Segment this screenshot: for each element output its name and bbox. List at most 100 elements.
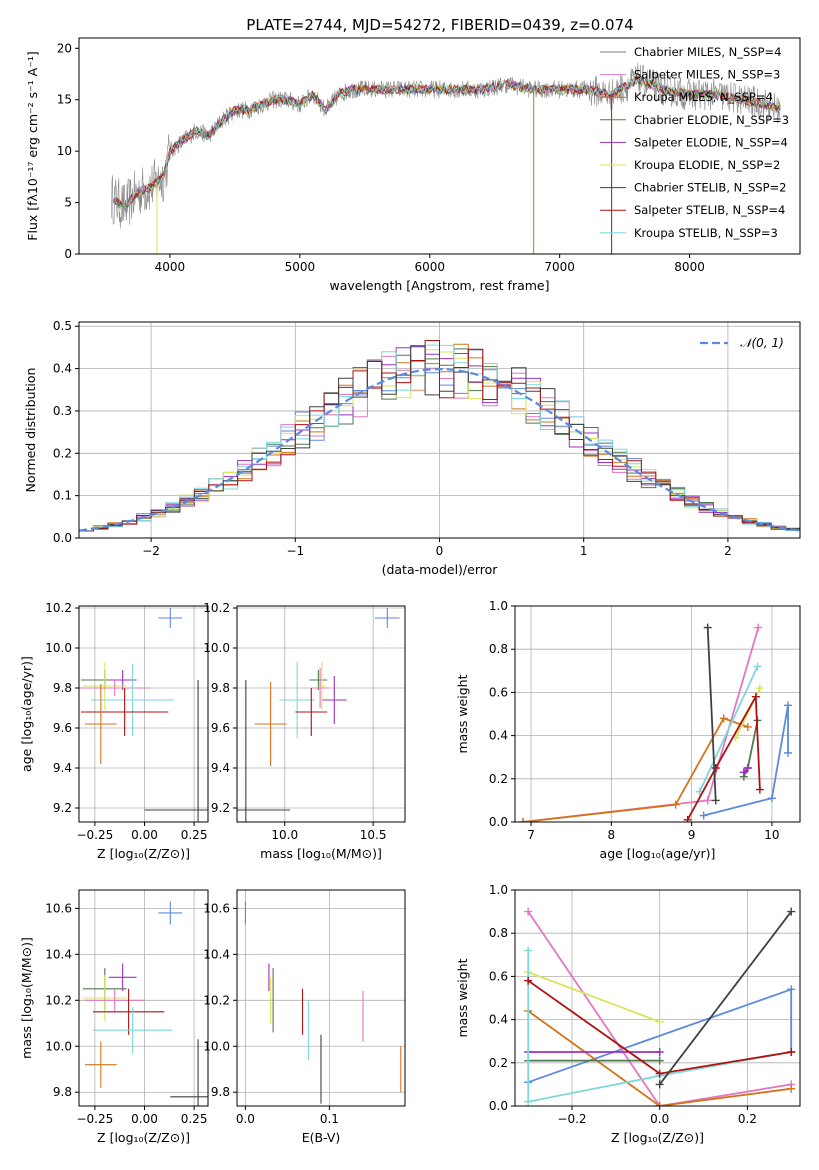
x-axis-label: (data-model)/error [382,562,499,577]
weight-marker [524,907,533,916]
weight-line [527,1010,792,1106]
y-tick-label: 10.6 [45,901,72,915]
weight-marker [655,1017,664,1026]
y-tick-label: 10.4 [203,947,230,961]
y-tick-label: 10.0 [203,1039,230,1053]
x-axis-label: Z [log₁₀(Z/Z⊙)] [97,1130,190,1145]
x-tick-label: −0.25 [76,828,113,842]
x-tick-label: 6000 [414,260,445,274]
y-tick-label: 9.6 [211,721,230,735]
x-tick-label: 0 [436,544,444,558]
x-tick-label: 0.00 [131,828,158,842]
plot-area [244,901,402,1104]
x-tick-label: 2 [724,544,732,558]
x-tick-label: 0.1 [320,1112,339,1126]
weight-marker [783,748,792,757]
panel-mass-weight-vs-age: 7 8 9 10 0.0 0.2 0.4 0.6 0.8 1.0 age [log₁₀(age/yr… [455,599,801,861]
weight-marker [754,623,763,632]
y-tick-label: 0 [64,247,72,261]
x-tick-label: 0.25 [181,1112,208,1126]
weight-marker [699,811,708,820]
legend-label: Chabrier MILES, N_SSP=4 [634,45,781,59]
legend-label: Salpeter STELIB, N_SSP=4 [634,203,785,217]
weight-marker [703,623,712,632]
weight-marker [755,785,764,794]
weight-marker [671,800,680,809]
y-tick-label: 0.6 [489,969,508,983]
y-tick-label: 0.4 [489,1013,508,1027]
y-tick-label: 10.2 [203,601,230,615]
x-tick-label: 5000 [285,260,316,274]
y-axis-label: Flux [fλ10⁻¹⁷ erg cm⁻² s⁻¹ A⁻¹] [25,51,40,240]
plot-area [79,340,800,532]
weight-line [706,627,717,801]
y-tick-label: 0.6 [489,685,508,699]
y-tick-label: 10.2 [45,993,72,1007]
legend-label: Chabrier STELIB, N_SSP=2 [634,181,786,195]
x-tick-label: 0.0 [236,1112,255,1126]
legend-label: Salpeter MILES, N_SSP=3 [634,68,780,82]
y-tick-label: 10 [57,144,72,158]
y-tick-label: 0.0 [53,531,72,545]
y-tick-label: 15 [57,93,72,107]
panel-mass-weight-vs-Z: −0.2 0.0 0.2 0.0 0.2 0.4 0.6 0.8 1.0 Z [log₁₀(Z/Z… [455,883,801,1145]
figure-title: PLATE=2744, MJD=54272, FIBERID=0439, z=0… [246,16,633,34]
weight-marker [683,815,692,822]
weight-line [527,971,661,1023]
axes-frame [78,37,801,255]
plot-area [82,901,208,1106]
panel-mass-vs-Z: −0.25 0.00 0.25 9.8 10.0 10.2 10.4 10.6 Z [log₁₀… [19,889,209,1145]
plot-area [79,608,208,822]
y-axis-label: age [log₁₀(age/yr)] [19,656,34,772]
axes-frame [236,889,406,1107]
weight-marker [753,662,762,671]
y-tick-label: 10.6 [203,901,230,915]
weight-line [527,950,792,1103]
y-tick-label: 9.8 [211,681,230,695]
weight-marker [655,1102,664,1106]
y-tick-label: 0.8 [489,642,508,656]
weight-line [522,717,749,822]
x-tick-label: 7 [527,828,535,842]
weight-marker [767,794,776,803]
y-tick-label: 9.8 [211,1085,230,1099]
panel-residuals: −2 −1 0 1 2 0.0 0.1 0.2 0.3 0.4 0.5 (data-model)/er… [23,319,801,577]
y-tick-label: 0.4 [489,729,508,743]
axes-frame [78,605,209,823]
y-tick-label: 10.2 [45,601,72,615]
x-tick-label: −0.25 [76,1112,113,1126]
axes-frame [78,889,209,1107]
x-tick-label: 4000 [155,260,186,274]
y-tick-label: 0.3 [53,404,72,418]
weight-marker [703,796,712,805]
x-tick-label: −1 [286,544,304,558]
legend-label: 𝒩(0, 1) [740,336,784,350]
y-axis-label: mass weight [455,958,470,1037]
weight-marker [755,684,764,693]
y-tick-label: 0.2 [489,1056,508,1070]
y-tick-label: 9.2 [53,801,72,815]
x-tick-label: 9 [688,828,696,842]
y-tick-label: 9.8 [53,1085,72,1099]
axes-frame [236,605,406,823]
x-tick-label: −2 [142,544,160,558]
legend-label: Kroupa ELODIE, N_SSP=2 [634,158,780,172]
plot-area [524,907,796,1106]
weight-line [698,666,759,793]
y-tick-label: 9.4 [53,761,72,775]
x-axis-label: mass [log₁₀(M/M⊙)] [260,846,382,861]
y-tick-label: 10.4 [45,947,72,961]
y-axis-label: mass weight [455,674,470,753]
y-axis-label: Normed distribution [23,368,38,493]
y-tick-label: 0.4 [53,362,72,376]
axes-frame [514,605,801,823]
weight-marker [655,1080,664,1089]
y-tick-label: 0.0 [489,815,508,829]
weight-marker [787,1084,796,1093]
panel-spectrum: 4000 5000 6000 7000 8000 0 5 10 15 20 wavelength [… [25,37,801,293]
plot-area [237,608,400,822]
weight-marker [751,692,760,701]
plot-area [111,62,781,254]
y-tick-label: 9.6 [53,721,72,735]
weight-marker [787,907,796,916]
